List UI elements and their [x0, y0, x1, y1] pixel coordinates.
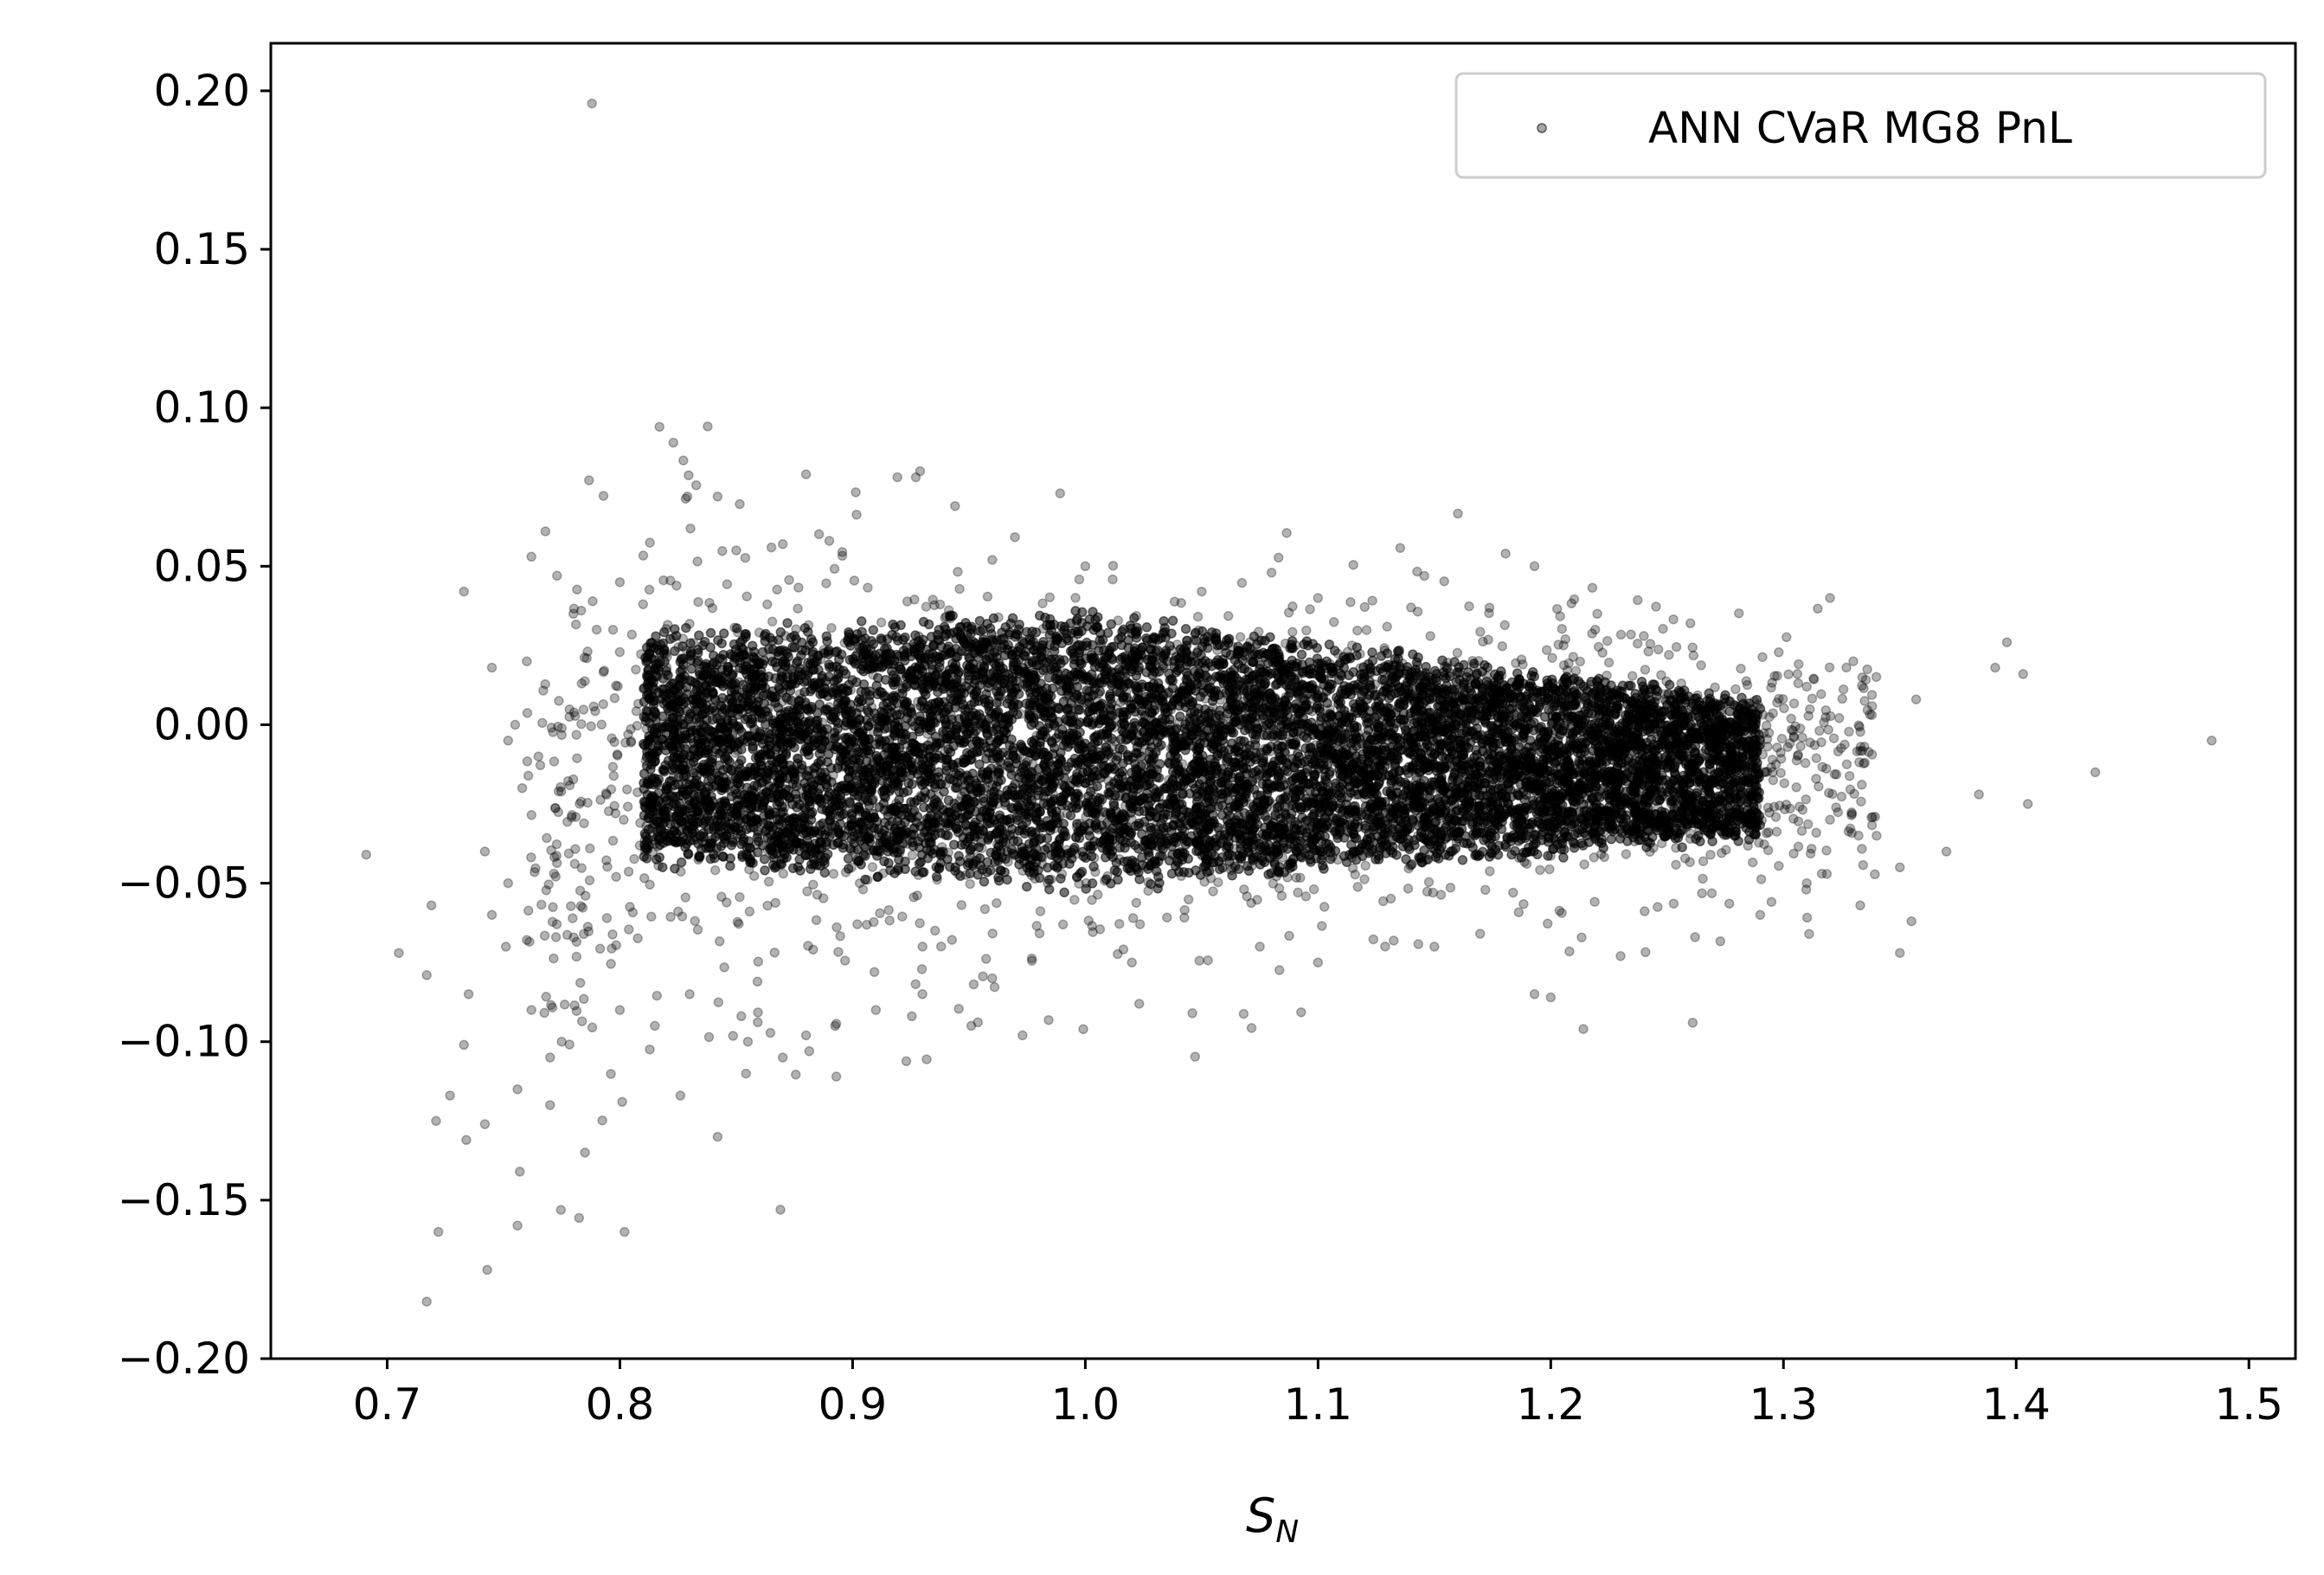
scatter-point: [985, 865, 996, 876]
scatter-point: [676, 857, 687, 868]
scatter-point: [857, 616, 867, 627]
scatter-point: [1408, 649, 1418, 659]
scatter-point: [1459, 659, 1469, 671]
scatter-point: [1129, 839, 1140, 851]
scatter-point: [1297, 813, 1307, 823]
scatter-point: [782, 618, 793, 628]
scatter-point: [1021, 881, 1032, 892]
scatter-point: [1034, 610, 1045, 621]
scatter-point: [1448, 799, 1460, 810]
scatter-point: [1059, 887, 1069, 897]
scatter-point: [979, 877, 990, 887]
scatter-point: [1141, 622, 1152, 633]
scatter-points-layer: [361, 98, 2217, 1307]
scatter-point: [923, 619, 934, 630]
scatter-point: [683, 849, 694, 860]
scatter-point: [787, 863, 799, 874]
scatter-point: [1007, 613, 1018, 623]
scatter-point: [694, 630, 704, 640]
scatter-point: [1042, 833, 1053, 844]
scatter-point: [767, 635, 778, 646]
scatter-point: [705, 627, 716, 639]
scatter-point: [699, 661, 709, 672]
scatter-point: [1077, 607, 1088, 618]
scatter-point: [759, 854, 770, 865]
scatter-point: [1180, 624, 1191, 634]
